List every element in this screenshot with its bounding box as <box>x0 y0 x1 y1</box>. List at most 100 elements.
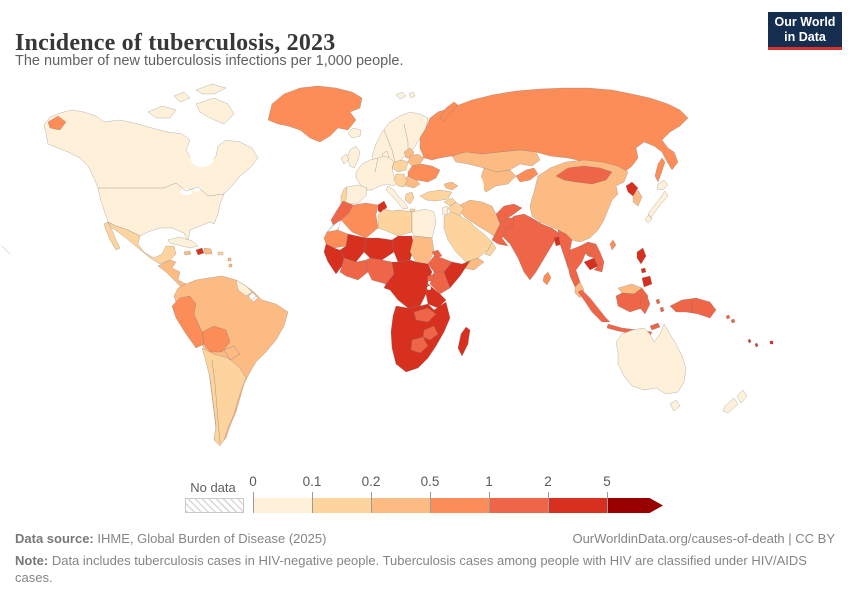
legend-bin-4[interactable] <box>489 498 548 513</box>
legend-color-bar[interactable]: 0 0.1 0.2 0.5 1 2 5 <box>249 474 663 513</box>
region-svalbard[interactable] <box>395 91 416 100</box>
country-canada-usa[interactable] <box>43 109 259 243</box>
footnote-label: Note: <box>15 553 49 568</box>
country-india[interactable] <box>501 213 561 281</box>
country-mongolia[interactable] <box>555 165 613 185</box>
country-vietnam[interactable] <box>587 241 605 273</box>
country-arctic-islands[interactable] <box>173 91 191 103</box>
country-sri-lanka[interactable] <box>542 271 552 286</box>
legend-bin-5[interactable] <box>548 498 607 513</box>
legend-bin-1[interactable] <box>312 498 371 513</box>
country-arctic-islands[interactable] <box>147 105 177 119</box>
legend-bin-6[interactable] <box>607 498 663 513</box>
country-kazakhstan[interactable] <box>451 149 541 173</box>
country-turkey[interactable] <box>419 189 453 202</box>
no-data-swatch[interactable] <box>185 498 244 513</box>
country-cuba[interactable] <box>167 236 199 249</box>
country-mexico-baja[interactable] <box>103 221 121 251</box>
country-north-korea[interactable] <box>625 181 639 197</box>
country-egypt[interactable] <box>411 208 437 239</box>
country-new-zealand[interactable] <box>722 389 748 414</box>
country-libya[interactable] <box>377 208 413 237</box>
legend-bin-2[interactable] <box>371 498 430 513</box>
legend-tick-label: 0.2 <box>361 474 381 489</box>
attribution-link[interactable]: OurWorldinData.org/causes-of-death | CC … <box>572 531 835 546</box>
country-arctic-islands[interactable] <box>195 83 227 95</box>
owid-logo-line2: in Data <box>784 30 826 44</box>
region-timor[interactable] <box>649 322 661 331</box>
country-afghanistan[interactable] <box>495 203 523 225</box>
country-arctic-islands[interactable] <box>195 97 235 125</box>
legend-tick <box>607 492 608 513</box>
country-madagascar[interactable] <box>457 326 471 357</box>
region-uzbekistan-turkmenistan[interactable] <box>479 167 517 193</box>
country-algeria[interactable] <box>340 202 379 239</box>
region-argentina-chile[interactable] <box>201 347 247 447</box>
map-legend: No data 0 0.1 0.2 0.5 1 2 5 <box>0 474 850 518</box>
region-guyana-suriname[interactable] <box>235 279 253 297</box>
region-sakhalin[interactable] <box>654 157 666 183</box>
region-moluccas[interactable] <box>655 298 665 313</box>
country-russia-chukotka[interactable] <box>47 115 67 131</box>
region-sumatra[interactable] <box>577 289 611 323</box>
region-caucasus[interactable] <box>443 181 459 191</box>
region-new-guinea[interactable] <box>669 297 717 319</box>
country-ireland[interactable] <box>340 153 350 165</box>
region-kyrgyzstan-tajikistan[interactable] <box>515 167 539 183</box>
country-mexico[interactable] <box>107 221 177 265</box>
country-french-guiana[interactable] <box>247 291 259 303</box>
region-sulawesi[interactable] <box>639 295 651 315</box>
country-united-kingdom[interactable] <box>346 145 361 169</box>
country-philippines[interactable] <box>636 247 653 288</box>
country-oman[interactable] <box>484 241 497 257</box>
country-sudan[interactable] <box>409 235 435 265</box>
region-balkans[interactable] <box>393 173 408 188</box>
country-taiwan[interactable] <box>609 239 617 251</box>
region-western-europe[interactable] <box>355 155 399 191</box>
region-vanuatu-fiji[interactable] <box>747 338 774 348</box>
country-greece[interactable] <box>404 191 416 213</box>
region-romania-moldova[interactable] <box>403 175 421 189</box>
country-kenya[interactable] <box>429 271 451 295</box>
country-zimbabwe[interactable] <box>422 325 439 341</box>
data-source: Data source: IHME, Global Burden of Dise… <box>15 530 326 547</box>
region-borneo-indonesia[interactable] <box>615 287 649 313</box>
country-zambia[interactable] <box>413 307 437 323</box>
region-novaya-zemlya[interactable] <box>439 101 459 122</box>
region-solomon-islands[interactable] <box>725 314 736 324</box>
france-germany-border <box>374 157 379 173</box>
country-haiti[interactable] <box>195 247 205 256</box>
region-west-africa-gulf[interactable] <box>339 257 369 281</box>
country-botswana[interactable] <box>410 336 429 354</box>
legend-tick-label: 5 <box>603 474 611 489</box>
country-niger[interactable] <box>363 237 395 261</box>
country-dominican-republic[interactable] <box>203 247 213 255</box>
country-uganda[interactable] <box>426 273 435 282</box>
legend-tick <box>548 492 549 513</box>
region-southern-africa[interactable] <box>390 301 451 373</box>
region-lesser-antilles[interactable] <box>227 257 233 268</box>
country-iceland[interactable] <box>347 127 362 139</box>
country-syria[interactable] <box>443 197 457 207</box>
legend-tick <box>312 492 313 513</box>
country-greenland[interactable] <box>267 85 363 143</box>
country-south-korea[interactable] <box>632 189 643 207</box>
country-thailand[interactable] <box>566 245 587 288</box>
legend-bin-3[interactable] <box>430 498 489 513</box>
country-mauritania[interactable] <box>323 229 349 249</box>
country-iran[interactable] <box>457 199 501 237</box>
region-tasmania[interactable] <box>669 399 681 412</box>
country-puerto-rico[interactable] <box>217 251 224 256</box>
legend-bin-0[interactable] <box>253 498 312 513</box>
region-israel-jordan[interactable] <box>441 205 449 216</box>
country-jamaica[interactable] <box>183 250 192 256</box>
country-japan[interactable] <box>644 179 669 224</box>
country-bolivia[interactable] <box>201 325 231 353</box>
owid-logo: Our World in Data <box>768 12 842 50</box>
country-australia[interactable] <box>615 323 687 395</box>
us-canada-border <box>98 182 225 197</box>
paraguay-border <box>223 345 241 361</box>
country-poland[interactable] <box>391 159 409 173</box>
no-data-label: No data <box>190 480 236 495</box>
